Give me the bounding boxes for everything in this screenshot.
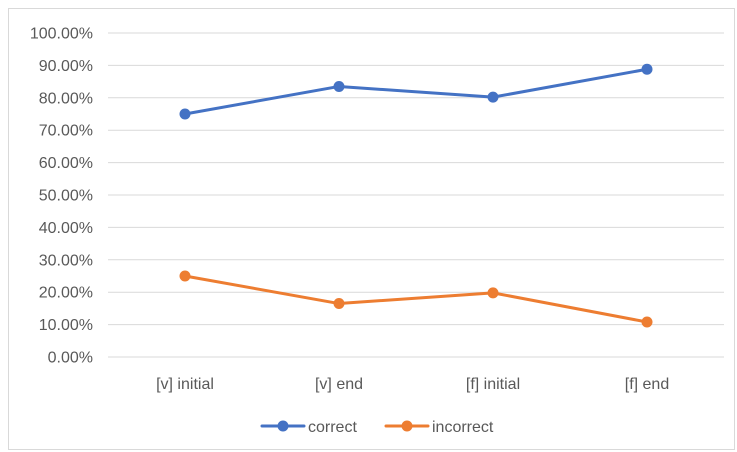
data-point: [179, 108, 191, 120]
legend-swatch-marker: [277, 420, 289, 432]
x-tick-label: [v] end: [315, 376, 363, 393]
data-point: [641, 63, 653, 75]
series-correct: [179, 63, 653, 120]
y-tick-label: 50.00%: [39, 188, 93, 205]
x-tick-label: [f] end: [625, 376, 669, 393]
series-incorrect: [179, 270, 653, 328]
y-tick-label: 20.00%: [39, 285, 93, 302]
y-tick-label: 70.00%: [39, 123, 93, 140]
y-tick-label: 60.00%: [39, 155, 93, 172]
x-tick-label: [v] initial: [156, 376, 214, 393]
gridlines: [108, 32, 724, 358]
legend-label: correct: [308, 419, 357, 436]
legend-item: correct: [260, 419, 357, 436]
y-tick-label: 30.00%: [39, 252, 93, 269]
y-tick-label: 40.00%: [39, 220, 93, 237]
y-tick-label: 100.00%: [30, 26, 93, 43]
data-point: [641, 316, 653, 328]
data-point: [487, 287, 499, 299]
data-point: [333, 298, 345, 310]
legend: correct incorrect: [260, 419, 494, 436]
series-line: [183, 274, 649, 324]
legend-label: incorrect: [432, 419, 494, 436]
x-axis-tick-labels: [v] initial [v] end [f] initial [f] end: [156, 376, 669, 393]
y-tick-label: 0.00%: [48, 350, 93, 367]
legend-swatch-marker: [401, 420, 413, 432]
y-tick-label: 10.00%: [39, 317, 93, 334]
y-axis-tick-labels: 0.00% 10.00% 20.00% 30.00% 40.00% 50.00% 60.00…: [30, 26, 93, 367]
series-line: [183, 67, 649, 116]
y-tick-label: 80.00%: [39, 90, 93, 107]
legend-item: incorrect: [384, 419, 494, 436]
data-point: [333, 80, 345, 92]
data-point: [179, 270, 191, 282]
data-point: [487, 91, 499, 103]
y-tick-label: 90.00%: [39, 58, 93, 75]
chart-area: [8, 8, 735, 450]
x-tick-label: [f] initial: [466, 376, 520, 393]
